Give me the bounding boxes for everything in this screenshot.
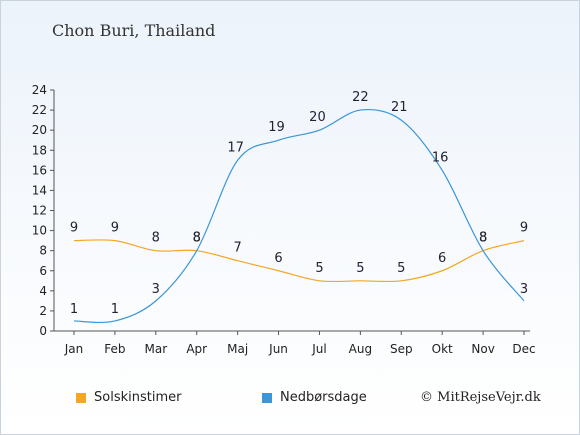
x-tick-label: Jan: [64, 342, 84, 356]
data-label-sunshine: 9: [70, 221, 78, 236]
y-tick-label: 14: [32, 183, 47, 197]
data-label-sunshine: 6: [274, 251, 282, 266]
x-tick-label: Dec: [512, 342, 535, 356]
data-label-rain-days: 1: [111, 302, 119, 317]
data-label-sunshine: 6: [438, 251, 446, 266]
x-tick-label: Aug: [349, 342, 372, 356]
data-label-sunshine: 9: [111, 221, 119, 236]
data-label-rain-days: 17: [227, 140, 244, 155]
x-tick-label: Sep: [390, 342, 413, 356]
x-tick-label: Feb: [104, 342, 125, 356]
y-tick-label: 12: [32, 204, 47, 218]
y-tick-label: 4: [39, 284, 47, 298]
data-label-sunshine: 7: [233, 241, 241, 256]
data-label-rain-days: 8: [479, 231, 487, 246]
data-label-sunshine: 5: [397, 261, 405, 276]
legend-swatch-sunshine: [76, 392, 86, 403]
data-label-sunshine: 8: [152, 231, 160, 246]
y-tick-label: 22: [32, 103, 47, 117]
data-label-sunshine: 5: [356, 261, 364, 276]
data-label-rain-days: 22: [352, 90, 369, 105]
legend-item-rain-days: Nedbørsdage: [262, 390, 367, 405]
series-line-sunshine: [73, 239, 525, 283]
x-tick-label: Jun: [268, 342, 288, 356]
x-tick-label: Jul: [311, 342, 326, 356]
data-label-rain-days: 20: [309, 110, 326, 125]
legend-item-sunshine: Solskinstimer: [76, 390, 181, 405]
y-tick-label: 6: [39, 264, 47, 278]
series-line-rain-days: [73, 108, 525, 324]
y-tick-label: 8: [39, 244, 47, 258]
chart-title: Chon Buri, Thailand: [52, 21, 216, 40]
legend-swatch-rain-days: [262, 392, 272, 403]
data-label-rain-days: 16: [432, 150, 449, 165]
y-tick-label: 2: [39, 304, 47, 318]
data-label-sunshine: 8: [479, 231, 487, 246]
y-tick-label: 18: [32, 143, 47, 157]
y-tick-label: 0: [39, 324, 47, 338]
data-label-rain-days: 19: [268, 120, 285, 135]
data-label-rain-days: 1: [70, 302, 78, 317]
data-label-sunshine: 8: [193, 231, 201, 246]
data-label-sunshine: 5: [315, 261, 323, 276]
data-label-rain-days: 3: [152, 282, 160, 297]
y-tick-label: 20: [32, 123, 47, 137]
y-tick-label: 10: [32, 224, 47, 238]
legend-label-rain-days: Nedbørsdage: [280, 390, 367, 405]
x-tick-label: Mar: [144, 342, 167, 356]
x-tick-label: Nov: [471, 342, 494, 356]
data-label-rain-days: 8: [193, 231, 201, 246]
legend-label-sunshine: Solskinstimer: [94, 390, 182, 405]
site-credit: © MitRejseVejr.dk: [420, 390, 541, 405]
x-tick-label: Maj: [227, 342, 248, 356]
y-tick-label: 16: [32, 163, 47, 177]
x-tick-label: Apr: [186, 342, 207, 356]
data-label-rain-days: 21: [391, 100, 408, 115]
y-tick-label: 24: [32, 83, 47, 97]
data-label-sunshine: 9: [520, 221, 528, 236]
x-tick-label: Okt: [432, 342, 453, 356]
data-label-rain-days: 3: [520, 282, 528, 297]
